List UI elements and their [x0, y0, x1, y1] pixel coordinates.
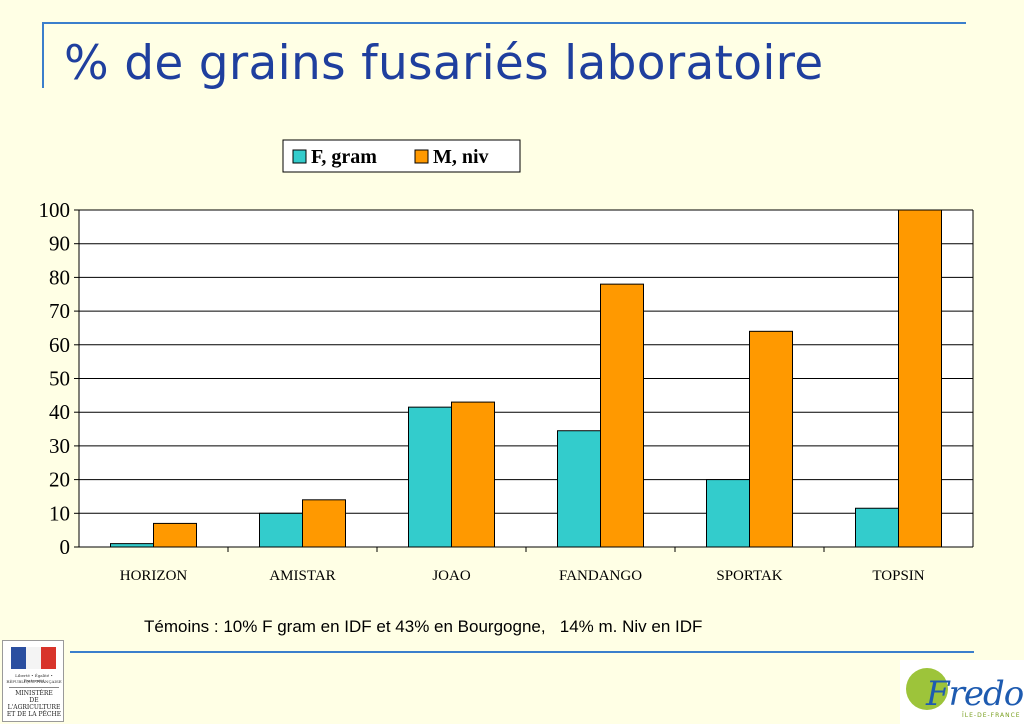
ministry-republic: RÉPUBLIQUE FRANÇAISE: [6, 679, 62, 684]
x-tick-label: AMISTAR: [269, 568, 335, 584]
bar-m-niv: [451, 401, 495, 548]
ministry-separator: [9, 687, 59, 688]
y-tick-label: 50: [49, 367, 70, 391]
control-note: Témoins : 10% F gram en IDF et 43% en Bo…: [144, 617, 703, 636]
legend-label: M, niv: [433, 146, 489, 168]
fredon-region: ÎLE-DE-FRANCE: [962, 712, 1021, 719]
legend-swatch: [414, 149, 429, 164]
legend-box: [282, 139, 521, 173]
bar-f-gram: [557, 430, 601, 548]
y-tick-label: 100: [39, 198, 71, 222]
bar-m-niv: [153, 522, 197, 548]
bar-f-gram: [408, 406, 452, 548]
bar-m-niv: [302, 499, 346, 548]
bar-m-niv: [749, 330, 793, 548]
bar-f-gram: [110, 543, 154, 548]
fredon-logo: Fredon ÎLE-DE-FRANCE: [900, 660, 1024, 724]
y-tick-label: 40: [49, 400, 70, 424]
legend-swatch: [292, 149, 307, 164]
bar-chart: 0 10 20 30 40 50 60 70 80 90 100 HORIZON AMISTAR JOAO…: [39, 139, 974, 584]
x-tick-label: HORIZON: [120, 568, 188, 584]
top-accent-line: [42, 22, 966, 24]
ministry-motto: Liberté • Égalité • Fraternité: [15, 673, 53, 683]
y-tick-label: 60: [49, 333, 70, 357]
x-tick-label: FANDANGO: [559, 568, 642, 584]
bar-f-gram: [706, 479, 750, 548]
y-tick-label: 30: [49, 434, 70, 458]
ministry-name: MINISTÈRE DE L'AGRICULTURE ET DE LA PÊCH…: [6, 690, 62, 718]
y-tick-label: 70: [49, 299, 70, 323]
legend-label: F, gram: [311, 146, 377, 168]
bar-m-niv: [600, 283, 644, 548]
bar-f-gram: [855, 507, 899, 548]
french-flag-icon: [11, 647, 56, 669]
footer-line: [70, 651, 974, 653]
bar-m-niv: [898, 209, 942, 548]
ministry-logo: Liberté • Égalité • Fraternité RÉPUBLIQU…: [2, 640, 64, 722]
y-tick-label: 10: [49, 501, 70, 525]
y-tick-label: 20: [49, 468, 70, 492]
y-tick-label: 0: [60, 535, 71, 559]
fredon-name: Fredon: [926, 674, 1024, 714]
left-accent-line: [42, 24, 44, 88]
x-tick-label: SPORTAK: [716, 568, 782, 584]
page-title: % de grains fusariés laboratoire: [64, 36, 824, 91]
x-tick-label: JOAO: [432, 568, 471, 584]
bar-f-gram: [259, 512, 303, 548]
y-tick-label: 80: [49, 265, 70, 289]
x-tick-label: TOPSIN: [872, 568, 924, 584]
fredon-ball-icon: [906, 668, 948, 710]
y-tick-label: 90: [49, 232, 70, 256]
